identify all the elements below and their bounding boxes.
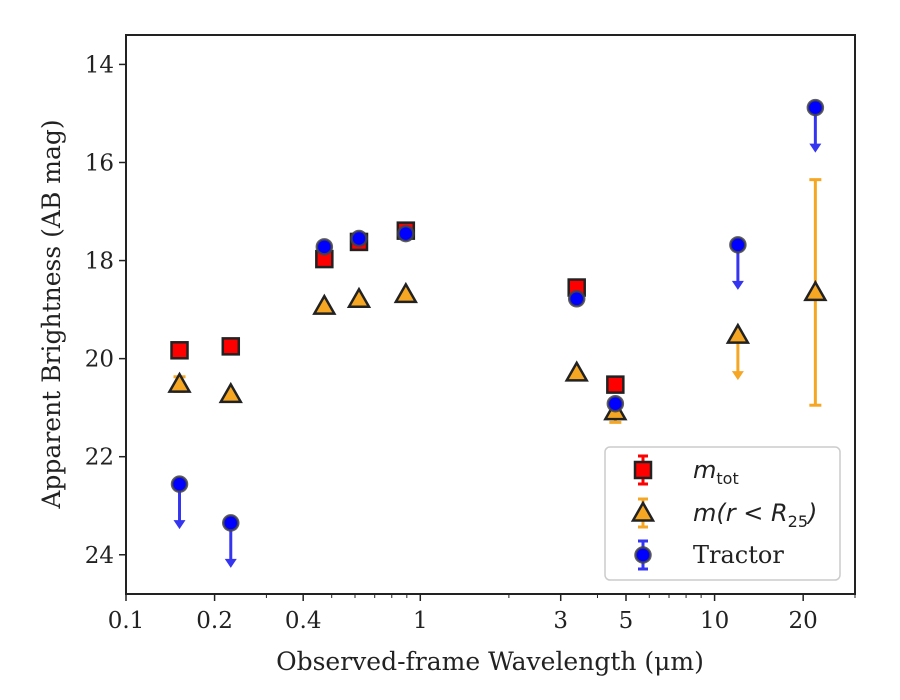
x-tick-label: 0.4	[285, 608, 322, 634]
tractor-point	[729, 236, 747, 254]
x-tick-label: 0.1	[108, 608, 145, 634]
y-tick-label: 22	[85, 445, 114, 471]
y-tick-label: 16	[85, 150, 114, 176]
legend-box	[604, 446, 841, 581]
data-marks	[167, 98, 828, 568]
tractor-point	[222, 514, 240, 532]
y-tick-label: 18	[85, 249, 114, 275]
tractor-point	[397, 224, 415, 243]
tractor-point	[350, 229, 368, 248]
mr25-point	[167, 371, 192, 393]
x-tick-label: 10	[700, 608, 729, 634]
x-tick-label: 1	[413, 608, 428, 634]
legend-marker-mtot	[633, 460, 653, 480]
upper-limit-arrowhead	[731, 280, 744, 290]
mr25-point	[803, 279, 828, 302]
tractor-point	[567, 290, 586, 308]
legend-marker-mr25	[630, 500, 656, 522]
y-tick-label: 14	[85, 52, 114, 78]
y-axis-title: Apparent Brightness (AB mag)	[37, 119, 66, 509]
mtot-point	[170, 341, 189, 360]
y-tick-label: 20	[85, 347, 114, 373]
tractor-point	[315, 238, 334, 256]
x-axis-title: Observed-frame Wavelength (μm)	[276, 647, 704, 676]
upper-limit-arrowhead	[224, 558, 237, 568]
mr25-point	[346, 286, 372, 309]
tractor-point	[606, 394, 625, 413]
mr25-point	[218, 381, 243, 404]
x-tick-label: 20	[789, 608, 818, 634]
legend-marker-tractor	[634, 546, 652, 564]
y-tick-label: 24	[85, 543, 114, 569]
legend-label-mtot: mtot	[693, 456, 739, 488]
upper-limit-arrowhead	[173, 520, 186, 530]
upper-limit-arrowhead	[731, 371, 744, 381]
mr25-point	[393, 281, 418, 304]
axis-ticks: 0.1 0.2 0.4 1 3 5 10 20 14 16 18 20 22 24	[85, 52, 856, 634]
legend-label-tractor: Tractor	[693, 541, 784, 569]
mr25-point	[564, 360, 589, 382]
tractor-point	[170, 475, 189, 493]
mtot-point	[221, 337, 241, 356]
upper-limit-arrowhead	[809, 143, 822, 153]
x-tick-label: 3	[553, 608, 568, 634]
mr25-point	[725, 322, 751, 344]
legend-label-mr25: m(r < R25)	[693, 499, 817, 531]
x-tick-label: 0.2	[196, 608, 233, 634]
tractor-point	[806, 98, 825, 117]
series-tractor	[170, 98, 825, 568]
mr25-point	[312, 293, 337, 315]
legend: mtot m(r < R25) Tractor	[604, 446, 841, 581]
mtot-point	[606, 375, 625, 394]
x-tick-label: 5	[619, 608, 634, 634]
